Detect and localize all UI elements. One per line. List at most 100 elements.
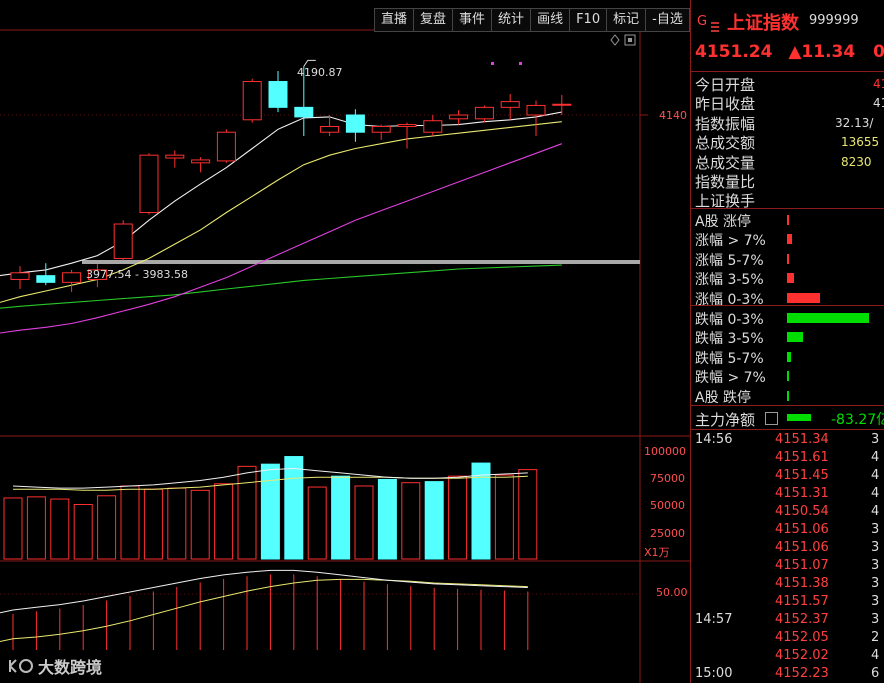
volume-bar[interactable]: [190, 489, 210, 560]
tick-volume: 4: [871, 504, 880, 519]
candle[interactable]: [36, 263, 56, 286]
index-code: 999999: [809, 13, 859, 28]
tick-price: 4151.61: [775, 450, 829, 465]
candle[interactable]: [500, 93, 520, 120]
volume-bar[interactable]: [448, 475, 468, 560]
tick-row[interactable]: 4151.31 4: [691, 486, 884, 504]
toolbar-statistics[interactable]: 统计: [492, 9, 532, 31]
candle[interactable]: [294, 66, 314, 137]
ma-line-white: [0, 111, 562, 277]
candle[interactable]: [62, 269, 82, 292]
volume-bar[interactable]: [260, 463, 280, 560]
candle[interactable]: [397, 122, 417, 149]
distribution-bar: [787, 313, 869, 323]
volume-axis-label-25000: 25000: [650, 527, 685, 540]
tick-price: 4151.06: [775, 522, 829, 537]
volume-bar[interactable]: [377, 478, 397, 560]
toolbar-draw[interactable]: 画线: [531, 9, 571, 31]
chart-settings-icon[interactable]: [610, 34, 620, 46]
watermark-text: 大数跨境: [38, 658, 103, 677]
quote-panel: G 上证指数 999999 4151.24 ▲11.34 0. 今日开盘 41 昨日…: [690, 0, 884, 683]
candle[interactable]: [320, 115, 340, 137]
tick-row[interactable]: 14:56 4151.34 3: [691, 432, 884, 450]
candle[interactable]: [242, 78, 262, 123]
volume-bar[interactable]: [120, 485, 140, 560]
volume-bar[interactable]: [471, 462, 491, 560]
candle[interactable]: [345, 109, 365, 142]
volume-axis-label-100000: 100000: [644, 445, 686, 458]
kline-chart[interactable]: 4190.87 3977.54 - 3983.58 4140 100000 75…: [0, 0, 690, 683]
volume-bar[interactable]: [3, 497, 23, 560]
candle[interactable]: [191, 157, 211, 173]
candle[interactable]: [449, 110, 469, 125]
net-flow-value: -83.27亿: [831, 412, 884, 428]
volume-bar[interactable]: [237, 465, 257, 560]
tick-row[interactable]: 4151.38 3: [691, 576, 884, 594]
range-band[interactable]: [82, 260, 640, 264]
candle[interactable]: [423, 115, 443, 137]
chart-maximize-icon[interactable]: [624, 34, 636, 46]
tick-row[interactable]: 4151.07 3: [691, 558, 884, 576]
volume-bar[interactable]: [73, 504, 93, 560]
volume-bar[interactable]: [97, 495, 117, 560]
toolbar-live[interactable]: 直播: [375, 9, 415, 31]
stat-label: 昨日收盘: [695, 95, 756, 114]
tick-price: 4152.37: [775, 612, 829, 627]
menu-icon[interactable]: [711, 17, 719, 32]
event-marker[interactable]: [519, 62, 522, 65]
tick-row[interactable]: 4151.61 4: [691, 450, 884, 468]
volume-bar[interactable]: [214, 483, 234, 560]
net-flow-detail-icon[interactable]: [765, 412, 778, 425]
candle[interactable]: [139, 153, 159, 215]
volume-bar[interactable]: [354, 485, 374, 560]
candle[interactable]: [268, 71, 288, 113]
tick-row[interactable]: 4152.05 2: [691, 630, 884, 648]
distribution-label: 涨幅 5-7%: [695, 252, 764, 269]
stat-label: 总成交量: [695, 153, 756, 172]
toolbar-review[interactable]: 复盘: [414, 9, 454, 31]
tick-row[interactable]: 4151.06 3: [691, 540, 884, 558]
price-row: 4151.24 ▲11.34 0.: [695, 42, 884, 62]
volume-bar[interactable]: [167, 487, 187, 560]
tick-row[interactable]: 4151.57 3: [691, 594, 884, 612]
chart-area[interactable]: 4190.87 3977.54 - 3983.58 4140 100000 75…: [0, 0, 729, 683]
volume-bar[interactable]: [50, 498, 70, 560]
distribution-label: 跌幅 5-7%: [695, 350, 764, 367]
candle[interactable]: [552, 94, 572, 115]
event-marker[interactable]: [491, 62, 494, 65]
tick-row[interactable]: 4151.06 3: [691, 522, 884, 540]
toolbar-watchlist[interactable]: -自选: [646, 9, 690, 31]
tick-row[interactable]: 4150.54 4: [691, 504, 884, 522]
volume-bar[interactable]: [307, 486, 327, 560]
candle[interactable]: [216, 129, 236, 163]
toolbar-mark[interactable]: 标记: [607, 9, 647, 31]
candle[interactable]: [165, 150, 185, 168]
toolbar-f10[interactable]: F10: [570, 9, 608, 31]
candle[interactable]: [113, 220, 133, 261]
candle[interactable]: [526, 100, 546, 137]
volume-bar[interactable]: [401, 482, 421, 560]
tick-row[interactable]: 4151.45 4: [691, 468, 884, 486]
distribution-label: A股 跌停: [695, 389, 752, 406]
volume-bar[interactable]: [331, 475, 351, 560]
volume-bar[interactable]: [494, 474, 514, 560]
volume-bar[interactable]: [518, 469, 538, 560]
volume-bar[interactable]: [424, 481, 444, 560]
tick-row[interactable]: 14:57 4152.37 3: [691, 612, 884, 630]
candle[interactable]: [87, 264, 107, 288]
volume-bar[interactable]: [26, 496, 46, 560]
distribution-bar: [787, 215, 790, 225]
volume-bar[interactable]: [284, 456, 304, 560]
tick-row[interactable]: 15:00 4152.23 6: [691, 666, 884, 683]
tick-row[interactable]: 4152.02 4: [691, 648, 884, 666]
tick-volume: 4: [871, 450, 880, 465]
candle[interactable]: [10, 266, 30, 290]
stat-value: 41: [873, 96, 884, 111]
stat-label: 总成交额: [695, 134, 756, 153]
candle[interactable]: [474, 105, 494, 123]
toolbar-events[interactable]: 事件: [453, 9, 493, 31]
stat-value: 41: [873, 77, 884, 91]
volume-bar[interactable]: [143, 488, 163, 560]
volume-unit-label: X1万: [644, 546, 670, 559]
candle[interactable]: [371, 124, 391, 140]
